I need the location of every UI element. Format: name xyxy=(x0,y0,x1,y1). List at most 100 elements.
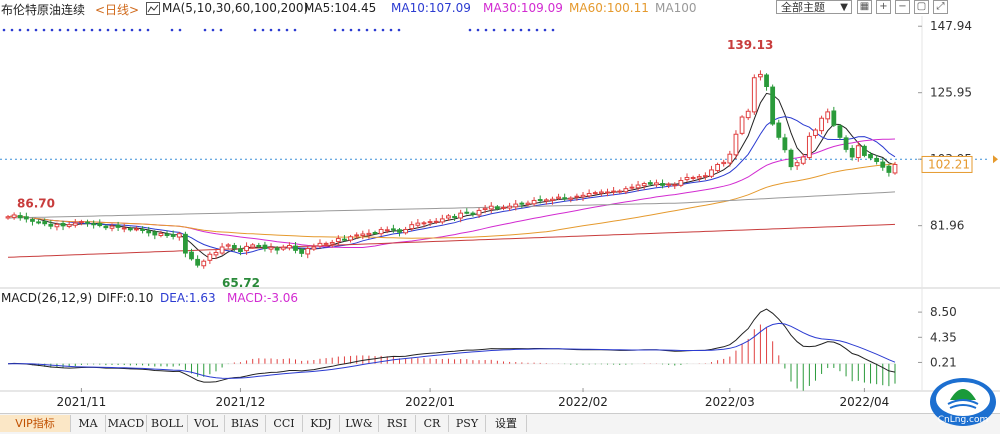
indicator-tabs: VIP指标 MA MACD BOLL VOL BIAS CCI KDJ LW& … xyxy=(0,413,1000,434)
candle xyxy=(384,226,390,234)
candle-body xyxy=(256,244,262,247)
marker-dot xyxy=(349,28,353,32)
candle xyxy=(66,221,72,229)
period-label[interactable]: <日线> xyxy=(95,3,140,17)
candle-body xyxy=(556,196,561,199)
candle xyxy=(299,247,305,257)
tab-vol[interactable]: VOL xyxy=(188,415,225,432)
candle xyxy=(348,234,353,243)
candle-body xyxy=(403,228,409,234)
candle xyxy=(262,241,268,252)
tab-cci[interactable]: CCI xyxy=(266,415,303,432)
candle xyxy=(280,244,286,251)
candle xyxy=(183,231,188,258)
candle-body xyxy=(176,233,182,238)
candle-body xyxy=(311,246,317,250)
tab-macd[interactable]: MACD xyxy=(106,415,147,432)
tab-rsi[interactable]: RSI xyxy=(379,415,416,432)
candle xyxy=(127,226,133,232)
tab-psy[interactable]: PSY xyxy=(449,415,486,432)
ma-line-ma200 xyxy=(7,223,896,258)
candle-body xyxy=(115,224,121,228)
svg-text:CnLng.com: CnLng.com xyxy=(938,415,989,425)
tab-vip[interactable]: VIP指标 xyxy=(0,415,71,432)
tab-settings[interactable]: 设置 xyxy=(486,415,527,432)
candle-body xyxy=(79,221,84,224)
candle xyxy=(605,188,610,197)
instrument-title: 布伦特原油连续 xyxy=(1,3,86,17)
candle-body xyxy=(121,227,127,230)
tab-lw[interactable]: LW& xyxy=(340,415,379,432)
candle xyxy=(892,161,898,175)
ma-line-ma5 xyxy=(7,92,896,260)
marker-dot xyxy=(146,28,150,32)
candle xyxy=(207,251,213,264)
candle-body xyxy=(758,73,763,78)
marker-dot xyxy=(114,28,118,32)
marker-dot xyxy=(122,28,126,32)
theme-select[interactable]: 全部主题 ▼ xyxy=(776,0,852,14)
candle-body xyxy=(831,110,837,126)
candle-body xyxy=(623,188,629,193)
marker-dot xyxy=(551,28,555,32)
grid-icon[interactable]: ▦ xyxy=(857,0,872,14)
candle xyxy=(476,207,482,218)
candle xyxy=(17,212,23,221)
fullscreen-icon[interactable]: ⤢ xyxy=(933,0,948,14)
restore-icon[interactable]: ▢ xyxy=(914,0,929,14)
macd-dea: DEA:1.63 xyxy=(160,291,216,305)
candle-body xyxy=(776,122,782,138)
tab-bias[interactable]: BIAS xyxy=(225,415,266,432)
candle xyxy=(433,217,439,225)
candle-body xyxy=(286,244,292,249)
candle-body xyxy=(813,129,818,136)
candle-body xyxy=(531,199,537,205)
ma-settings-icon[interactable] xyxy=(146,2,160,15)
candle xyxy=(170,230,176,240)
ma-line-ma60 xyxy=(7,163,896,239)
candle xyxy=(464,208,470,215)
candle-body xyxy=(207,253,213,261)
chevron-down-icon: ▼ xyxy=(840,2,848,13)
candle-body xyxy=(299,248,305,254)
candle-body xyxy=(598,191,604,194)
tab-boll[interactable]: BOLL xyxy=(147,415,188,432)
candle-body xyxy=(458,212,464,219)
candle-body xyxy=(342,238,347,241)
candle xyxy=(146,226,152,237)
macd-diff-line xyxy=(7,308,896,383)
tab-ma[interactable]: MA xyxy=(71,415,106,432)
candle-body xyxy=(592,192,598,195)
candle xyxy=(580,191,586,202)
candle-body xyxy=(654,182,659,186)
zoom-in-icon[interactable]: + xyxy=(876,0,891,14)
candle-body xyxy=(470,212,476,215)
price-chart[interactable]: 147.94125.95103.9581.96102.21139.1386.70… xyxy=(0,0,1000,413)
candle xyxy=(806,132,812,160)
zoom-out-icon[interactable]: − xyxy=(895,0,910,14)
candle xyxy=(488,202,494,214)
candle xyxy=(427,219,433,227)
candle xyxy=(250,243,256,249)
candle-body xyxy=(611,190,617,193)
tab-kdj[interactable]: KDJ xyxy=(303,415,340,432)
candle-body xyxy=(605,191,610,194)
tab-cr[interactable]: CR xyxy=(416,415,449,432)
candle-body xyxy=(189,251,194,260)
candle xyxy=(91,220,97,229)
theme-select-label: 全部主题 xyxy=(781,1,825,14)
candle-body xyxy=(580,194,586,198)
candle-body xyxy=(709,169,714,177)
candle-body xyxy=(617,190,623,193)
candle xyxy=(843,135,849,153)
candle xyxy=(592,190,598,196)
marker-dot xyxy=(178,28,182,32)
candle-body xyxy=(476,209,482,216)
marker-dot xyxy=(492,28,496,32)
candle-body xyxy=(629,186,635,189)
macd-dea-line xyxy=(8,322,896,379)
candle xyxy=(323,241,329,248)
candle-body xyxy=(574,195,580,198)
candle-body xyxy=(219,246,225,254)
marker-dot xyxy=(203,28,207,32)
